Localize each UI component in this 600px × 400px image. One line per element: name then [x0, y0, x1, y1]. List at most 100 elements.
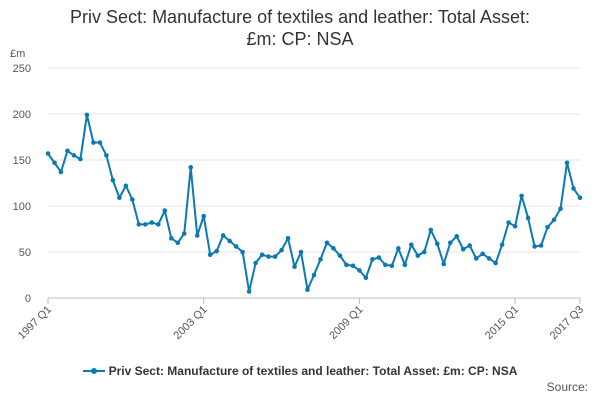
data-point[interactable] [168, 235, 174, 241]
data-point[interactable] [240, 249, 245, 255]
data-point[interactable] [564, 160, 570, 166]
data-point[interactable] [402, 262, 408, 268]
data-point[interactable] [538, 243, 544, 248]
data-point[interactable] [305, 287, 310, 293]
data-point[interactable] [383, 262, 388, 268]
data-point[interactable] [181, 231, 187, 236]
data-point[interactable] [337, 253, 343, 258]
data-point[interactable] [253, 260, 258, 266]
data-point[interactable] [363, 275, 369, 281]
data-point[interactable] [460, 246, 466, 252]
data-point[interactable] [512, 223, 518, 229]
data-point[interactable] [389, 263, 395, 269]
data-point[interactable] [318, 257, 323, 262]
data-point[interactable] [194, 233, 200, 238]
data-point[interactable] [279, 247, 284, 253]
y-tick-label: 100 [13, 201, 31, 213]
data-point[interactable] [441, 261, 447, 267]
y-tick-label: 50 [19, 247, 31, 259]
data-point[interactable] [201, 213, 207, 219]
data-point[interactable] [285, 235, 291, 241]
data-point[interactable] [370, 257, 375, 262]
x-axis-ticks: 1997 Q1 2003 Q1 2009 Q1 2015 Q1 2017 Q3 [16, 298, 586, 342]
data-point[interactable] [259, 252, 265, 258]
data-point[interactable] [525, 215, 531, 221]
data-point[interactable] [130, 197, 135, 202]
legend-line-marker-icon [82, 364, 105, 378]
data-point[interactable] [45, 151, 51, 156]
y-tick-label: 250 [13, 63, 31, 75]
data-point[interactable] [499, 242, 505, 247]
y-axis-ticks: 0 50 100 150 200 250 [13, 63, 31, 305]
data-point[interactable] [149, 220, 155, 225]
data-point[interactable] [331, 246, 336, 251]
legend[interactable]: Priv Sect: Manufacture of textiles and l… [0, 364, 600, 378]
data-point[interactable] [558, 206, 563, 212]
x-tick-label: 2009 Q1 [327, 304, 365, 342]
data-point[interactable] [519, 193, 524, 199]
data-point[interactable] [117, 195, 122, 201]
data-point[interactable] [246, 289, 252, 294]
data-point[interactable] [233, 244, 239, 249]
y-axis-unit-label: £m [10, 48, 25, 60]
data-point[interactable] [467, 243, 473, 248]
data-point[interactable] [344, 262, 349, 268]
data-point[interactable] [162, 208, 168, 213]
data-point[interactable] [350, 263, 356, 269]
data-point[interactable] [266, 254, 271, 259]
data-point[interactable] [84, 112, 90, 118]
data-point[interactable] [220, 233, 226, 238]
data-point[interactable] [577, 195, 583, 201]
data-point[interactable] [493, 260, 498, 266]
data-point[interactable] [175, 240, 181, 246]
data-point[interactable] [506, 220, 511, 225]
data-point[interactable] [311, 272, 317, 278]
data-point[interactable] [136, 222, 142, 227]
data-point[interactable] [421, 249, 427, 255]
data-point[interactable] [123, 183, 129, 189]
data-point[interactable] [571, 186, 576, 191]
data-point[interactable] [447, 240, 453, 246]
chart-title-line-2: £m: CP: NSA [246, 29, 354, 49]
y-tick-label: 0 [25, 293, 31, 305]
data-point[interactable] [97, 140, 103, 145]
data-point[interactable] [480, 251, 485, 257]
x-tick-label: 2017 Q3 [548, 304, 586, 342]
data-point[interactable] [454, 234, 460, 239]
data-point[interactable] [434, 241, 440, 247]
data-point[interactable] [486, 256, 492, 261]
data-point[interactable] [409, 242, 414, 247]
data-point[interactable] [227, 238, 232, 244]
data-point[interactable] [188, 165, 194, 170]
data-point[interactable] [207, 252, 213, 258]
data-point[interactable] [91, 140, 96, 145]
data-point[interactable] [532, 244, 537, 249]
data-point[interactable] [357, 268, 362, 273]
x-tick-label: 1997 Q1 [16, 304, 54, 342]
data-point[interactable] [65, 148, 70, 154]
data-point[interactable] [155, 222, 161, 227]
data-point[interactable] [545, 224, 550, 230]
data-point[interactable] [473, 256, 479, 261]
data-point[interactable] [272, 254, 278, 259]
data-point[interactable] [376, 255, 382, 260]
data-point[interactable] [396, 246, 401, 251]
data-point[interactable] [78, 156, 83, 162]
data-point[interactable] [298, 249, 304, 255]
data-point[interactable] [71, 153, 77, 158]
chart-title-line-1: Priv Sect: Manufacture of textiles and l… [70, 7, 530, 27]
data-point[interactable] [52, 160, 57, 166]
data-point[interactable] [58, 169, 64, 175]
data-point[interactable] [292, 264, 297, 270]
source-note: Source: [546, 380, 588, 394]
data-point[interactable] [110, 177, 116, 183]
data-point[interactable] [551, 217, 557, 223]
series-line [47, 113, 581, 293]
data-point[interactable] [104, 153, 109, 158]
data-point[interactable] [214, 248, 219, 254]
data-point[interactable] [324, 240, 330, 246]
data-point[interactable] [415, 253, 421, 258]
data-point[interactable] [143, 222, 148, 227]
data-point[interactable] [428, 227, 434, 233]
